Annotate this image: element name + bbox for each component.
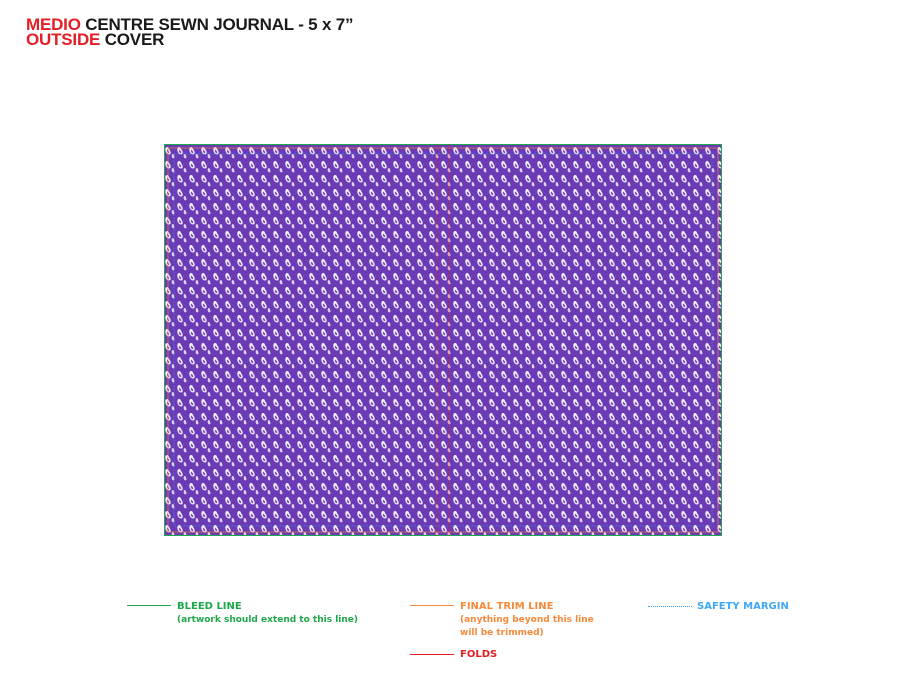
cover-pattern-fill: [164, 144, 722, 536]
document-title: MEDIO CENTRE SEWN JOURNAL - 5 x 7” OUTSI…: [26, 15, 354, 49]
legend-bleed-swatch: [127, 605, 171, 606]
legend-trim-note-1: (anything beyond this line: [460, 615, 594, 625]
legend-bleed-note: (artwork should extend to this line): [177, 615, 358, 625]
title-size-word: MEDIO: [26, 15, 81, 34]
cover-pattern-svg: [164, 144, 722, 536]
bleed-line: [164, 144, 722, 536]
title-part-name: COVER: [104, 30, 165, 49]
cover-artwork: [164, 144, 722, 536]
trim-line: [167, 147, 719, 533]
title-product-name: CENTRE SEWN JOURNAL - 5 x 7”: [85, 15, 354, 34]
legend-trim-note-2: will be trimmed): [460, 628, 544, 638]
title-side-word: OUTSIDE: [26, 30, 101, 49]
legend-safety-label: SAFETY MARGIN: [697, 601, 789, 612]
legend-folds-swatch: [410, 654, 454, 655]
title-line-2: OUTSIDE COVER: [26, 30, 353, 49]
legend-bleed-label: BLEED LINE: [177, 601, 242, 612]
legend-safety-swatch: [648, 606, 692, 607]
title-line-1: MEDIO CENTRE SEWN JOURNAL - 5 x 7”: [26, 15, 354, 34]
legend-folds-label: FOLDS: [460, 649, 498, 660]
safety-margin: [173, 153, 713, 527]
legend-trim-swatch: [410, 605, 454, 606]
legend-trim-label: FINAL TRIM LINE: [460, 601, 554, 612]
